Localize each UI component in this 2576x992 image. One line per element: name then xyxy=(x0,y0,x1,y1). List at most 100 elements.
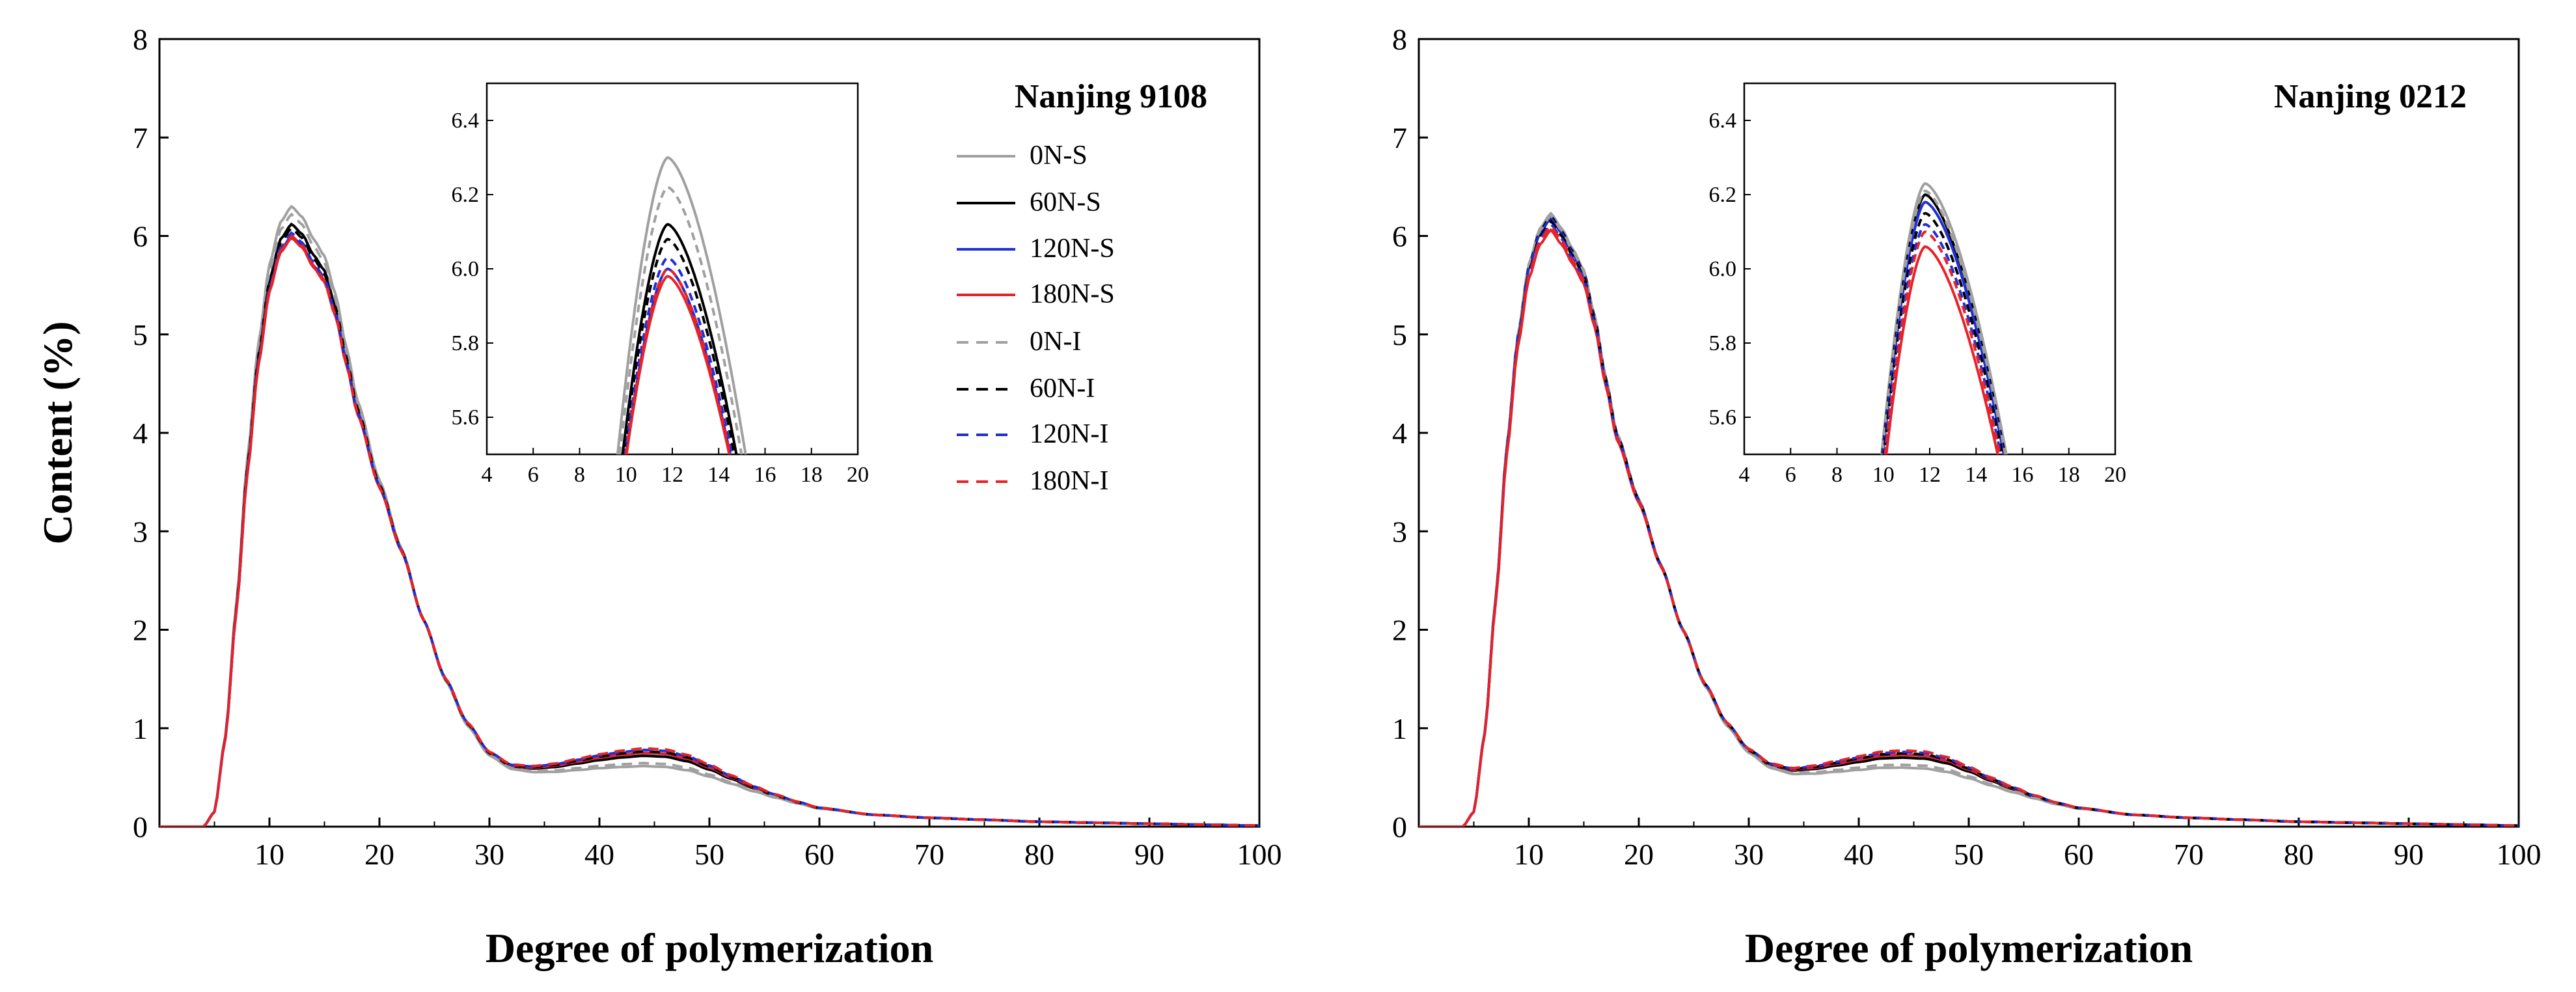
legend-label-120n-s: 120N-S xyxy=(1030,234,1115,264)
y-tick-label: 3 xyxy=(133,515,148,548)
y-tick-label: 2 xyxy=(133,614,148,647)
inset-y-tick-label: 5.6 xyxy=(452,406,480,430)
inset-y-tick-label: 6.0 xyxy=(452,257,480,281)
x-tick-label: 100 xyxy=(1237,838,1282,871)
inset-x-tick-label: 12 xyxy=(661,463,683,487)
inset-series-180n-i xyxy=(1884,230,2001,454)
inset-x-tick-label: 16 xyxy=(754,463,776,487)
x-tick-label: 50 xyxy=(694,838,724,871)
inset-y-tick-label: 6.2 xyxy=(1709,183,1737,207)
x-axis-label: Degree of polymerization xyxy=(1745,925,2193,971)
inset-y-tick-label: 5.8 xyxy=(1709,331,1737,355)
inset-y-tick-label: 5.8 xyxy=(452,331,480,355)
y-tick-label: 6 xyxy=(133,220,148,253)
inset-series-0n-i xyxy=(1880,189,2007,454)
x-tick-label: 20 xyxy=(1624,838,1654,871)
inset-series-60n-s xyxy=(621,223,738,454)
x-tick-label: 60 xyxy=(804,838,834,871)
panel-title: Nanjing 0212 xyxy=(2274,78,2467,115)
x-tick-label: 40 xyxy=(1844,838,1874,871)
inset-series-60n-i xyxy=(622,238,736,454)
x-tick-label: 80 xyxy=(2284,838,2314,871)
inset-x-tick-label: 8 xyxy=(1831,463,1843,487)
x-tick-label: 90 xyxy=(1134,838,1164,871)
inset-y-tick-label: 6.4 xyxy=(452,109,480,133)
x-tick-label: 10 xyxy=(254,838,284,871)
x-tick-label: 60 xyxy=(2064,838,2094,871)
inset-series-180n-s xyxy=(1885,245,1999,454)
inset-zoom: 5.6 5.8 6.0 6.2 6.4 4 6 8 10 12 14 16 18 20 xyxy=(452,82,869,487)
y-tick-label: 2 xyxy=(1392,614,1407,647)
y-axis-label: Content (%) xyxy=(34,321,81,544)
x-tick-label: 80 xyxy=(1024,838,1054,871)
legend-label-120n-i: 120N-I xyxy=(1030,419,1108,449)
x-tick-label: 40 xyxy=(584,838,614,871)
x-tick-label: 20 xyxy=(364,838,394,871)
inset-x-tick-label: 12 xyxy=(1919,463,1941,487)
y-tick-label: 8 xyxy=(133,23,148,56)
inset-x-tick-label: 8 xyxy=(574,463,585,487)
inset-series-0n-i xyxy=(618,186,743,454)
y-tick-label: 7 xyxy=(133,121,148,154)
x-axis-label: Degree of polymerization xyxy=(486,925,933,971)
inset-x-tick-label: 14 xyxy=(1965,463,1987,487)
inset-x-tick-label: 18 xyxy=(801,463,823,487)
series-line-180n-i xyxy=(1419,224,2519,827)
y-tick-label: 0 xyxy=(1392,810,1407,844)
inset-frame xyxy=(1743,82,2117,456)
x-tick-label: 10 xyxy=(1514,838,1544,871)
y-tick-label: 5 xyxy=(1392,318,1407,351)
x-tick-label: 100 xyxy=(2497,838,2542,871)
inset-x-tick-label: 18 xyxy=(2058,463,2080,487)
legend-label-180n-s: 180N-S xyxy=(1030,279,1115,309)
inset-x-tick-label: 4 xyxy=(1739,463,1750,487)
legend-label-0n-s: 0N-S xyxy=(1030,141,1088,171)
inset-x-tick-label: 20 xyxy=(847,463,869,487)
y-tick-label: 3 xyxy=(1392,515,1407,548)
inset-x-tick-label: 16 xyxy=(2012,463,2034,487)
inset-zoom: 5.6 5.8 6.0 6.2 6.4 4 6 8 10 12 14 16 18 20 xyxy=(1709,82,2126,487)
inset-series-0n-s xyxy=(616,156,747,454)
y-tick-label: 7 xyxy=(1392,121,1407,154)
inset-x-tick-label: 14 xyxy=(707,463,730,487)
inset-y-tick-label: 6.2 xyxy=(452,183,480,207)
inset-series-120n-i xyxy=(623,256,733,454)
legend-label-60n-i: 60N-I xyxy=(1030,374,1095,404)
inset-series-60n-i xyxy=(1882,212,2004,454)
legend-label-180n-i: 180N-I xyxy=(1030,466,1108,496)
inset-x-tick-label: 20 xyxy=(2104,463,2126,487)
x-tick-label: 30 xyxy=(1734,838,1764,871)
panel-title: Nanjing 9108 xyxy=(1015,78,1207,115)
x-tick-label: 30 xyxy=(474,838,504,871)
x-tick-label: 50 xyxy=(1954,838,1984,871)
inset-x-tick-label: 10 xyxy=(615,463,637,487)
y-tick-label: 5 xyxy=(133,318,148,351)
inset-y-tick-label: 6.4 xyxy=(1709,109,1737,133)
inset-series-120n-s xyxy=(1882,200,2005,454)
x-tick-label: 90 xyxy=(2394,838,2424,871)
inset-y-tick-label: 5.6 xyxy=(1709,406,1737,430)
x-tick-label: 70 xyxy=(914,838,944,871)
inset-series-180n-i xyxy=(624,267,732,454)
y-tick-label: 6 xyxy=(1392,220,1407,253)
y-tick-label: 4 xyxy=(133,417,148,450)
y-tick-label: 0 xyxy=(133,810,148,844)
y-tick-label: 4 xyxy=(1392,417,1407,450)
series-line-180n-i xyxy=(159,234,1259,827)
inset-x-tick-label: 6 xyxy=(1785,463,1796,487)
legend: 0N-S 60N-S 120N-S 180N-S 0N-I 60N-I 120N-I 180N… xyxy=(957,141,1115,496)
legend-label-0n-i: 0N-I xyxy=(1030,327,1081,357)
legend-label-60n-s: 60N-S xyxy=(1030,187,1101,217)
y-tick-label: 1 xyxy=(1392,712,1407,745)
y-tick-label: 8 xyxy=(1392,23,1407,56)
x-tick-label: 70 xyxy=(2174,838,2204,871)
y-tick-label: 1 xyxy=(133,712,148,745)
inset-x-tick-label: 6 xyxy=(528,463,539,487)
inset-x-tick-label: 4 xyxy=(482,463,493,487)
inset-frame xyxy=(486,82,859,456)
inset-y-tick-label: 6.0 xyxy=(1709,257,1737,281)
inset-x-tick-label: 10 xyxy=(1872,463,1895,487)
